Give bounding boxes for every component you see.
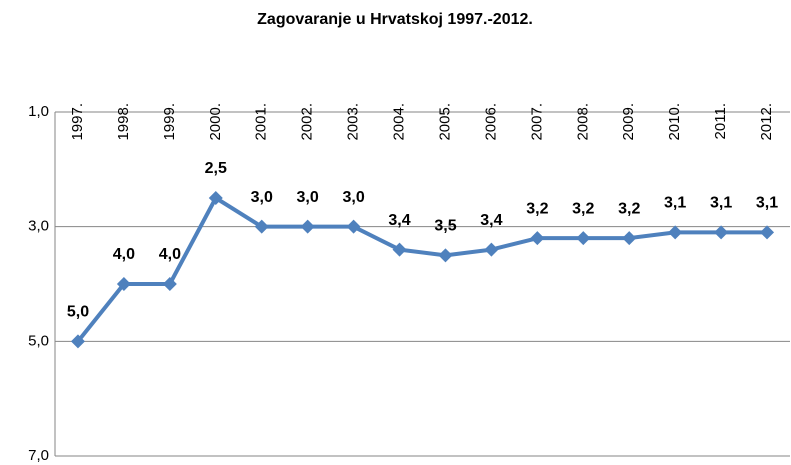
marker bbox=[254, 219, 269, 234]
marker bbox=[162, 277, 177, 291]
x-tick-label: 1999. bbox=[161, 103, 178, 141]
y-tick-label: 1,0 bbox=[28, 103, 49, 120]
data-label: 5,0 bbox=[67, 304, 89, 321]
x-tick-label: 2006. bbox=[482, 103, 499, 141]
x-tick-label: 2001. bbox=[253, 103, 270, 141]
data-label: 3,0 bbox=[251, 189, 273, 206]
x-tick-label: 2010. bbox=[666, 103, 683, 141]
x-tick-label: 2009. bbox=[620, 103, 637, 141]
data-label: 3,4 bbox=[480, 212, 502, 229]
x-tick-label: 2008. bbox=[574, 103, 591, 141]
marker bbox=[392, 242, 407, 257]
x-tick-label: 1997. bbox=[69, 103, 86, 141]
x-tick-label: 1998. bbox=[115, 103, 132, 141]
data-label: 3,2 bbox=[526, 200, 548, 217]
data-label: 4,0 bbox=[159, 246, 181, 263]
marker bbox=[668, 225, 683, 240]
data-label: 3,1 bbox=[664, 195, 686, 212]
y-tick-label: 3,0 bbox=[28, 218, 49, 235]
marker bbox=[530, 231, 545, 246]
x-tick-label: 2012. bbox=[758, 103, 775, 141]
data-label: 2,5 bbox=[205, 160, 227, 177]
data-label: 3,2 bbox=[572, 200, 594, 217]
marker bbox=[760, 225, 775, 240]
marker bbox=[714, 225, 729, 240]
data-label: 3,0 bbox=[297, 189, 319, 206]
data-label: 3,4 bbox=[388, 212, 410, 229]
marker bbox=[622, 231, 637, 246]
line bbox=[76, 196, 768, 343]
marker bbox=[70, 334, 85, 349]
data-label: 3,2 bbox=[618, 200, 640, 217]
x-tick-label: 2004. bbox=[391, 103, 408, 141]
data-label: 3,1 bbox=[710, 195, 732, 212]
y-tick-label: 7,0 bbox=[28, 447, 49, 464]
x-tick-label: 2007. bbox=[528, 103, 545, 141]
data-label: 3,5 bbox=[434, 218, 456, 235]
data-label: 4,0 bbox=[113, 246, 135, 263]
x-tick-label: 2003. bbox=[345, 103, 362, 141]
data-label: 3,1 bbox=[756, 195, 778, 212]
marker bbox=[576, 231, 591, 246]
x-tick-label: 2000. bbox=[207, 103, 224, 141]
chart-title: Zagovaranje u Hrvatskoj 1997.-2012. bbox=[257, 11, 533, 28]
marker bbox=[116, 277, 131, 291]
x-tick-label: 2002. bbox=[299, 103, 316, 141]
marker bbox=[346, 219, 361, 234]
marker bbox=[484, 242, 499, 257]
marker bbox=[438, 248, 453, 263]
y-tick-label: 5,0 bbox=[28, 332, 49, 349]
marker bbox=[300, 219, 315, 234]
x-tick-label: 2005. bbox=[436, 103, 453, 141]
x-tick-label: 2011. bbox=[712, 103, 729, 139]
data-label: 3,0 bbox=[342, 189, 364, 206]
marker bbox=[208, 191, 223, 205]
